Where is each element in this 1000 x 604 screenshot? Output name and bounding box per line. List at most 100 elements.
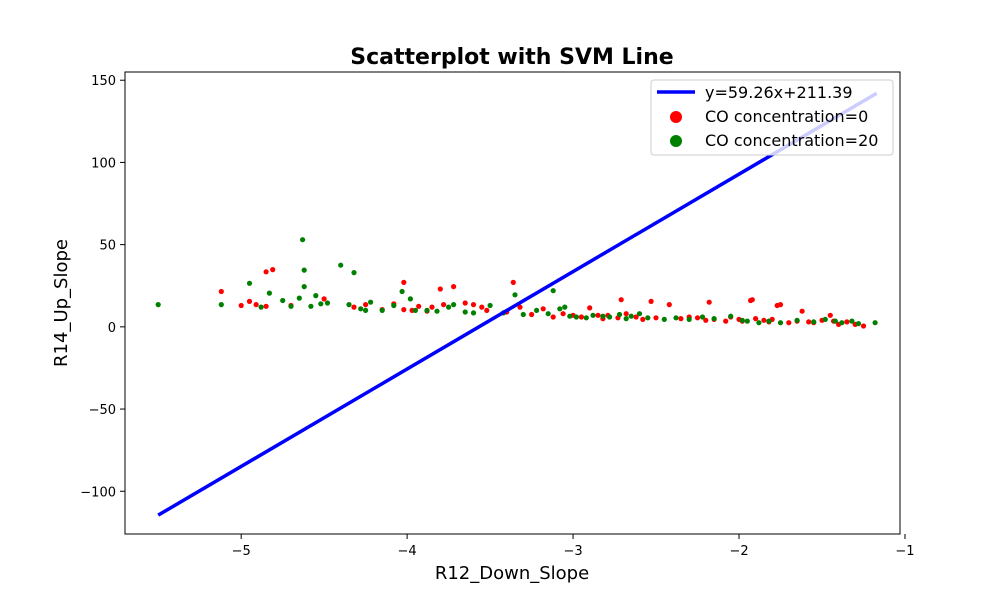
data-point bbox=[844, 319, 850, 325]
data-point bbox=[266, 290, 272, 296]
data-point bbox=[811, 319, 817, 325]
data-point bbox=[583, 315, 589, 321]
data-point bbox=[648, 298, 654, 304]
legend-box bbox=[650, 79, 894, 156]
data-point bbox=[590, 312, 596, 318]
data-point bbox=[573, 314, 580, 320]
data-point bbox=[723, 318, 729, 324]
data-point bbox=[766, 318, 772, 324]
data-point bbox=[567, 313, 573, 319]
data-point bbox=[288, 303, 294, 309]
data-point bbox=[517, 304, 523, 310]
data-point bbox=[446, 304, 452, 310]
data-point bbox=[694, 315, 701, 321]
data-point bbox=[407, 296, 413, 302]
chart-title: Scatterplot with SVM Line bbox=[350, 45, 673, 70]
data-point bbox=[470, 310, 477, 316]
svm-line bbox=[157, 91, 878, 517]
data-point bbox=[855, 321, 862, 327]
x-tick-label: −4 bbox=[398, 544, 417, 559]
data-point bbox=[540, 306, 546, 312]
data-point bbox=[379, 307, 385, 313]
data-point bbox=[777, 320, 784, 326]
x-axis-label: R12_Down_Slope bbox=[435, 563, 589, 584]
data-point bbox=[246, 298, 253, 304]
data-point bbox=[263, 303, 269, 309]
data-point bbox=[321, 296, 327, 302]
data-point bbox=[849, 318, 855, 324]
y-tick-label: 100 bbox=[91, 156, 116, 171]
data-point bbox=[678, 316, 684, 322]
y-axis-ticks: −100 −50 0 50 100 150 bbox=[80, 74, 125, 500]
data-point bbox=[253, 302, 259, 308]
data-point bbox=[301, 284, 307, 290]
data-point bbox=[786, 320, 792, 326]
data-point bbox=[728, 313, 734, 319]
data-point bbox=[860, 323, 867, 329]
data-point bbox=[806, 319, 812, 325]
data-point bbox=[529, 311, 535, 318]
data-point bbox=[416, 303, 422, 309]
data-point bbox=[263, 269, 269, 275]
data-point bbox=[510, 279, 516, 285]
data-point bbox=[391, 302, 397, 309]
plot-frame bbox=[124, 71, 901, 535]
data-point bbox=[595, 312, 601, 318]
data-point bbox=[412, 307, 418, 313]
legend-line-label: y=59.26x+211.39 bbox=[705, 83, 853, 102]
data-point bbox=[872, 320, 878, 326]
data-point bbox=[562, 304, 568, 310]
y-tick-label: −100 bbox=[80, 485, 116, 500]
data-point bbox=[706, 299, 712, 305]
data-point bbox=[839, 320, 845, 326]
data-point bbox=[313, 293, 319, 299]
data-point bbox=[711, 316, 717, 322]
data-point bbox=[534, 307, 540, 313]
data-point bbox=[424, 307, 430, 313]
data-point bbox=[633, 314, 639, 320]
data-point bbox=[616, 311, 623, 318]
data-point bbox=[794, 317, 800, 323]
data-point bbox=[744, 318, 750, 324]
y-tick-label: 50 bbox=[99, 239, 116, 254]
data-point bbox=[832, 318, 838, 324]
y-tick-label: −50 bbox=[89, 403, 116, 418]
data-point bbox=[300, 237, 306, 243]
legend-series-0-marker bbox=[670, 111, 682, 123]
data-point bbox=[827, 312, 833, 318]
data-point bbox=[560, 311, 566, 317]
data-point bbox=[451, 302, 457, 308]
data-point bbox=[399, 288, 405, 295]
data-point bbox=[753, 316, 759, 322]
data-point bbox=[429, 304, 435, 310]
x-tick-label: −3 bbox=[563, 544, 582, 559]
data-point bbox=[578, 314, 585, 320]
series-1-points bbox=[155, 237, 878, 327]
data-point bbox=[351, 270, 357, 276]
data-point bbox=[550, 288, 556, 294]
data-point bbox=[636, 311, 643, 317]
data-point bbox=[301, 267, 307, 273]
data-point bbox=[520, 311, 526, 318]
legend-series-0-label: CO concentration=0 bbox=[705, 107, 868, 126]
y-axis-label: R14_Up_Slope bbox=[51, 239, 72, 367]
data-marks bbox=[155, 91, 878, 517]
data-point bbox=[645, 315, 651, 321]
data-point bbox=[661, 316, 667, 322]
x-axis-ticks: −5 −4 −3 −2 −1 bbox=[232, 534, 915, 559]
data-point bbox=[462, 309, 468, 315]
data-point bbox=[822, 316, 828, 322]
data-point bbox=[703, 317, 709, 323]
data-point bbox=[363, 307, 369, 313]
data-point bbox=[218, 288, 224, 295]
data-point bbox=[640, 316, 646, 322]
data-point bbox=[623, 311, 629, 317]
data-point bbox=[749, 297, 755, 303]
data-point bbox=[351, 304, 357, 310]
data-point bbox=[550, 314, 556, 320]
data-point bbox=[484, 307, 490, 313]
data-point bbox=[270, 267, 276, 273]
data-point bbox=[434, 308, 440, 314]
